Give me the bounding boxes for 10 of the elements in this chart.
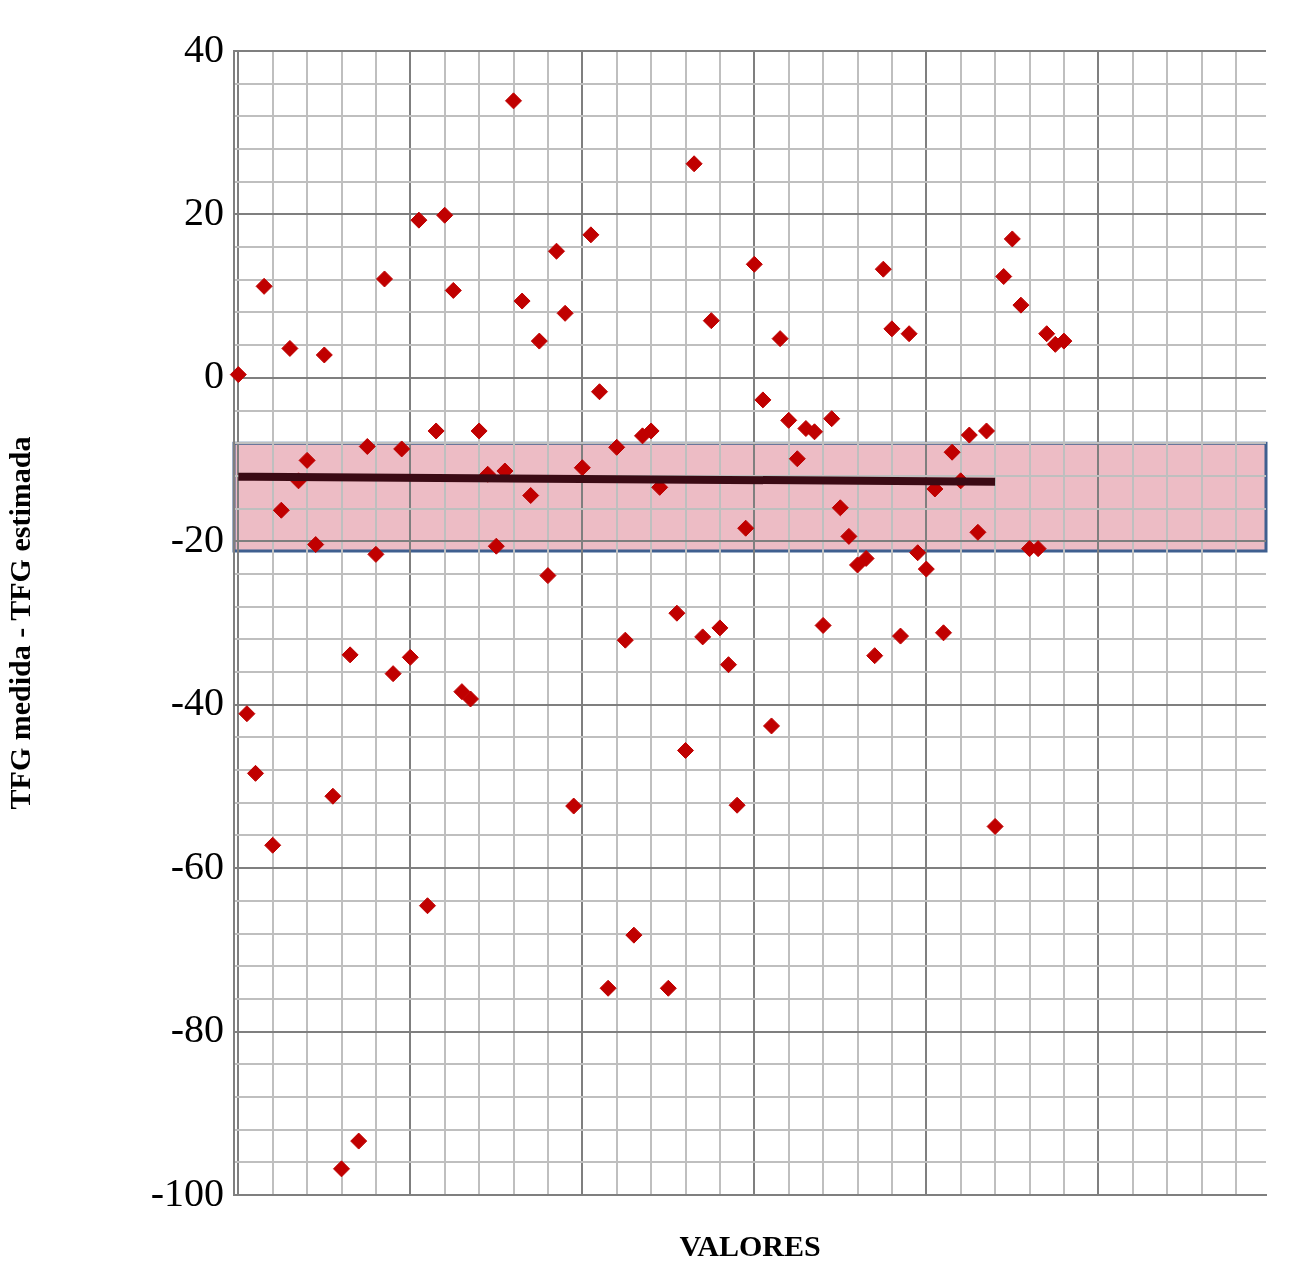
- y-axis-title: TFG medida - TFG estimada: [2, 436, 36, 810]
- y-tick-label: 40: [184, 25, 224, 71]
- y-tick-label: -100: [150, 1169, 224, 1215]
- y-tick-label: 20: [184, 188, 224, 234]
- y-tick-label: -60: [170, 842, 224, 888]
- y-tick-label: -20: [170, 515, 224, 561]
- y-tick-label: -40: [170, 679, 224, 725]
- y-tick-label: -80: [170, 1006, 224, 1052]
- x-axis-title: VALORES: [679, 1228, 821, 1262]
- y-tick-label: 0: [204, 352, 224, 398]
